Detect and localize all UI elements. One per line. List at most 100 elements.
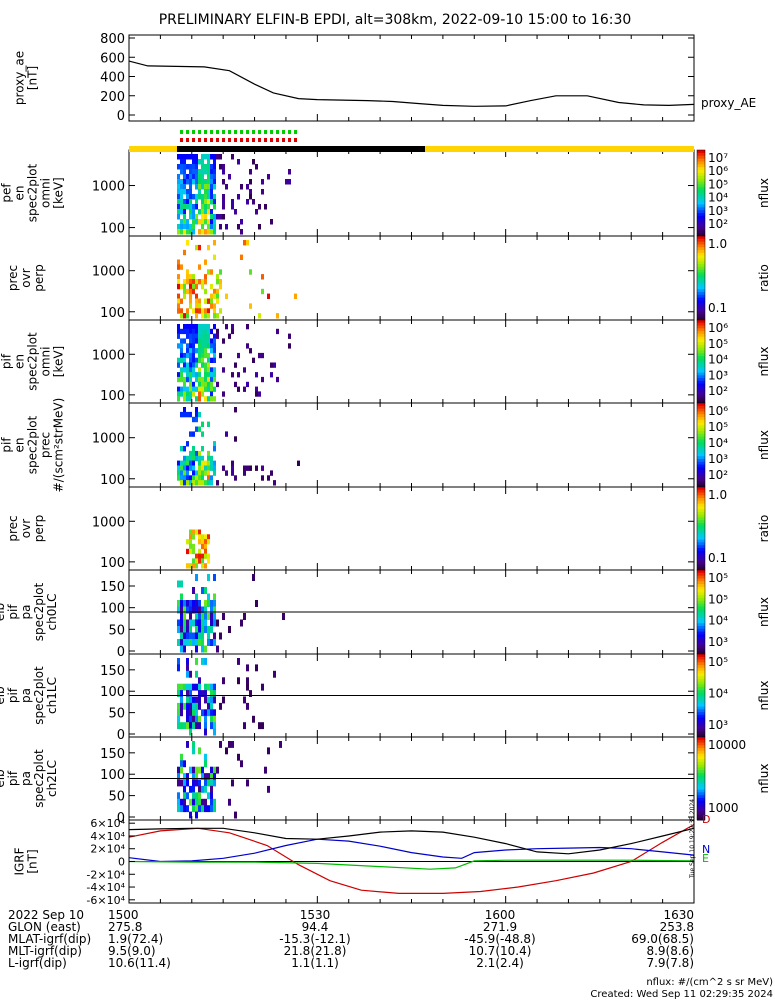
proxy-ae-frame <box>128 34 695 122</box>
elb-pif-en-spec2plot-omni-colorbar-tick-1: 10⁵ <box>708 337 728 351</box>
elb-pif-en-spec2plot-prec-cell <box>207 460 210 466</box>
elb-pif-pa-spec2plot-ch2LC-colorbar: 10000 1000 nflux <box>696 736 771 821</box>
prec-ovr-perp-cell <box>183 313 186 319</box>
elb-pif-en-spec2plot-omni-cell <box>180 372 183 378</box>
elb-pif-en-spec2plot-prec-cell <box>192 446 195 452</box>
science-zone-marker-red <box>228 138 231 142</box>
science-zone-marker-red <box>252 138 255 142</box>
elb-pif-en-spec2plot-prec-colorbar-swatch <box>697 481 705 485</box>
elb-pif-pa-spec2plot-ch0LC-cell <box>177 600 180 607</box>
elb-pif-en-spec2plot-omni-colorbar-swatch <box>697 361 705 365</box>
elb-pif-pa-spec2plot-ch0LC-ylabel-1: pif <box>6 604 20 620</box>
prec-ovr-perp-2-cell <box>189 548 192 555</box>
elb-pif-pa-spec2plot-ch2LC-cell <box>198 805 201 813</box>
elb-pif-pa-spec2plot-ch1LC-ytick-label-1: 50 <box>108 707 125 722</box>
elb-pif-en-spec2plot-omni-cell <box>243 367 246 373</box>
elb-pif-pa-spec2plot-ch0LC-cell <box>195 619 198 627</box>
orbit-bar-black <box>177 146 425 152</box>
elb-pif-en-spec2plot-prec-colorbar-tick-0: 10⁶ <box>708 404 728 418</box>
elb-pef-en-spec2plot-omni-cell <box>189 224 192 230</box>
prec-ovr-perp-2-cell <box>186 539 189 545</box>
elb-pif-pa-spec2plot-ch0LC-cell <box>210 606 213 614</box>
elb-pif-pa-spec2plot-ch1LC-cell <box>204 690 207 697</box>
elb-pif-pa-spec2plot-ch0LC-colorbar-swatch <box>697 651 705 655</box>
prec-ovr-perp-colorbar-tick-1: 0.1 <box>708 301 727 315</box>
prec-ovr-perp-cell <box>186 313 189 319</box>
igrf-ytick-label-0: -6×10⁴ <box>86 894 125 907</box>
elb-pef-en-spec2plot-omni-cell <box>180 224 183 230</box>
prec-ovr-perp-2-cell <box>204 539 207 545</box>
elb-pif-pa-spec2plot-ch1LC-cell <box>204 722 207 730</box>
elb-pif-pa-spec2plot-ch2LC-cell <box>198 792 201 800</box>
elb-pif-en-spec2plot-omni-cell <box>189 333 192 339</box>
prec-ovr-perp-2-colorbar-swatch <box>697 553 705 557</box>
prec-ovr-perp-cell <box>180 308 183 314</box>
elb-pif-pa-spec2plot-ch1LC-colorbar-swatch <box>697 654 705 658</box>
elb-pif-pa-spec2plot-ch0LC-cell <box>204 645 207 653</box>
elb-pef-en-spec2plot-omni-cell <box>255 209 258 215</box>
elb-pef-en-spec2plot-omni-cell <box>213 179 216 185</box>
elb-pef-en-spec2plot-omni-colorbar-tick-1: 10⁶ <box>708 164 728 178</box>
elb-pif-pa-spec2plot-ch1LC-cell <box>189 670 192 678</box>
elb-pif-pa-spec2plot-ch0LC-cell <box>204 600 207 607</box>
elb-pef-en-spec2plot-omni-cell <box>192 169 195 175</box>
elb-pef-en-spec2plot-omni-cell <box>177 154 180 160</box>
axis-row-4-value-2: 2.1(2.4) <box>476 956 524 970</box>
science-zone-marker-red <box>282 138 285 142</box>
elb-pif-pa-spec2plot-ch1LC-cell <box>198 690 201 697</box>
elb-pef-en-spec2plot-omni-colorbar-swatch <box>697 167 705 171</box>
science-zone-marker-green <box>186 130 189 134</box>
prec-ovr-perp-2-cell <box>192 563 195 569</box>
elb-pif-pa-spec2plot-ch0LC-ylabel-4: ch0LC <box>45 594 59 631</box>
elb-pif-en-spec2plot-omni-cell <box>255 391 258 397</box>
elb-pif-en-spec2plot-omni-cell <box>183 381 186 388</box>
elb-pif-pa-spec2plot-ch2LC-cell <box>183 805 186 813</box>
elb-pif-pa-spec2plot-ch2LC-colorbar-tick-0: 10000 <box>708 738 746 752</box>
prec-ovr-perp-2-colorbar-swatch <box>697 542 705 546</box>
prec-ovr-perp-cell <box>177 298 180 304</box>
elb-pif-pa-spec2plot-ch0LC-cell <box>195 600 198 607</box>
science-zone-marker-red <box>204 138 207 142</box>
elb-pef-en-spec2plot-omni-cell <box>210 194 213 200</box>
elb-pif-pa-spec2plot-ch1LC-cell <box>210 715 213 723</box>
elb-pif-en-spec2plot-prec-colorbar-swatch <box>697 442 705 446</box>
prec-ovr-perp-cell <box>189 274 192 280</box>
elb-pef-en-spec2plot-omni-cell <box>207 184 210 190</box>
elb-pif-en-spec2plot-prec-cell <box>207 421 210 427</box>
elb-pef-en-spec2plot-omni-cell <box>207 229 210 235</box>
elb-pif-pa-spec2plot-ch0LC-cell <box>195 626 198 633</box>
elb-pef-en-spec2plot-omni-cell <box>252 199 255 205</box>
elb-pif-pa-spec2plot-ch2LC-cell <box>204 773 207 780</box>
elb-pif-pa-spec2plot-ch1LC-colorbar-swatch <box>697 703 705 708</box>
elb-pif-en-spec2plot-omni-cell <box>183 338 186 344</box>
elb-pif-en-spec2plot-prec-colorbar-swatch <box>697 450 705 454</box>
proxy-ae-ytick-label-0: 0 <box>117 109 125 124</box>
elb-pif-en-spec2plot-prec-colorbar-swatch <box>697 459 705 463</box>
elb-pif-pa-spec2plot-ch1LC-cell <box>213 728 216 736</box>
elb-pif-pa-spec2plot-ch1LC-colorbar-swatch <box>697 695 705 699</box>
elb-pif-en-spec2plot-prec-cell <box>198 426 201 432</box>
science-zone-marker-green <box>276 130 279 134</box>
elb-pif-en-spec2plot-prec-cell <box>195 450 198 457</box>
prec-ovr-perp-cell <box>201 279 204 285</box>
elb-pif-pa-spec2plot-ch2LC-ylabel-1: pif <box>6 770 20 786</box>
elb-pif-en-spec2plot-omni-colorbar-swatch <box>697 394 705 398</box>
elb-pef-en-spec2plot-omni-cell <box>213 184 216 190</box>
elb-pif-en-spec2plot-prec-cell <box>234 436 237 442</box>
axis-row-4-value-0: 10.6(11.4) <box>108 956 171 970</box>
elb-pef-en-spec2plot-omni-cell <box>195 204 198 210</box>
prec-ovr-perp-2-colorbar: 1.0 0.1 ratio <box>696 486 771 571</box>
elb-pif-en-spec2plot-omni-cell <box>210 396 213 402</box>
axis-row-0-value-1: 1530 <box>300 908 331 922</box>
elb-pif-en-spec2plot-omni-colorbar-swatch <box>697 369 705 374</box>
elb-pif-en-spec2plot-omni-cell <box>177 372 180 378</box>
prec-ovr-perp-cell <box>183 283 186 290</box>
elb-pef-en-spec2plot-omni-cell <box>198 209 201 215</box>
elb-pif-en-spec2plot-prec-cells <box>177 407 300 486</box>
prec-ovr-perp-2-cell <box>195 529 198 535</box>
elb-pif-pa-spec2plot-ch0LC-cell <box>216 619 219 627</box>
elb-pef-en-spec2plot-omni-cell <box>288 179 291 185</box>
elb-pif-pa-spec2plot-ch0LC-colorbar-swatch <box>697 648 705 652</box>
elb-pif-en-spec2plot-omni-colorbar-swatch <box>697 320 705 324</box>
elb-pef-en-spec2plot-omni-cell <box>198 174 201 180</box>
